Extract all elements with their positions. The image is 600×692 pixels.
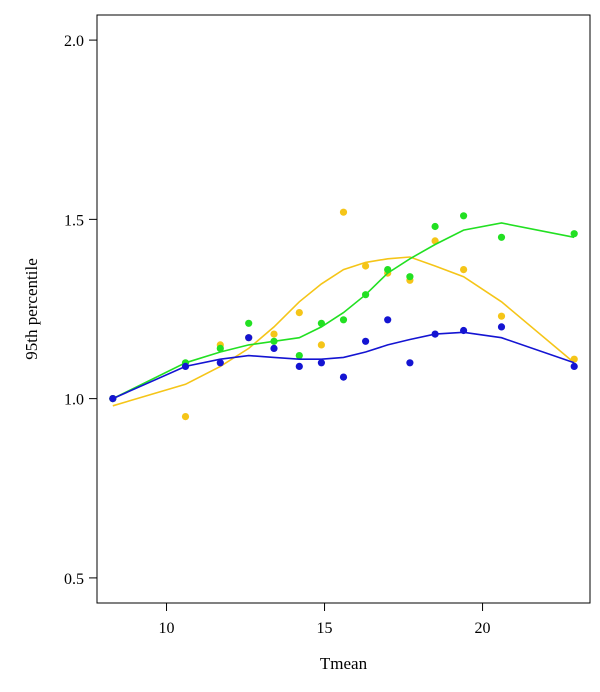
series-2-point-0: [109, 395, 117, 403]
series-1-point-11: [431, 222, 439, 231]
series-2-point-13: [497, 323, 506, 331]
series-0-point-8: [362, 262, 370, 270]
series-1-point-14: [570, 230, 578, 238]
series-2-point-2: [216, 359, 224, 367]
series-2-point-5: [295, 362, 303, 370]
series-2-point-11: [431, 330, 439, 338]
series-0-point-4: [270, 330, 278, 338]
series-1-point-4: [270, 337, 278, 345]
series-1-point-3: [245, 319, 253, 327]
series-2-point-6: [317, 359, 325, 367]
x-tick-label: 10: [159, 620, 175, 637]
y-tick-label: 1.0: [64, 392, 84, 409]
plot-frame: [96, 14, 591, 604]
series-2-point-7: [339, 373, 348, 381]
x-axis: 10 15 20: [159, 603, 491, 637]
series-2-point-9: [384, 316, 392, 324]
series-1-point-13: [497, 233, 506, 241]
y-axis-label: 95th percentile: [22, 258, 41, 360]
series-1-point-6: [317, 319, 325, 327]
series-0-point-1: [181, 413, 190, 421]
series-2-point-3: [245, 334, 253, 342]
series-0-point-7: [339, 208, 348, 216]
series-0-point-5: [295, 309, 303, 317]
y-tick-label: 2.0: [64, 33, 84, 50]
series-1-point-10: [406, 273, 414, 281]
series-1-point-9: [384, 266, 392, 274]
series-1-smooth-line: [112, 222, 575, 400]
series-0: [109, 208, 578, 421]
series-layer: [109, 208, 578, 421]
series-2: [109, 316, 578, 403]
series-2-point-12: [460, 326, 468, 335]
y-tick-label: 1.5: [64, 212, 84, 229]
series-2-point-14: [570, 362, 578, 370]
series-2-point-1: [181, 362, 190, 370]
series-2-point-4: [270, 344, 278, 352]
series-2-point-8: [362, 337, 370, 345]
series-0-smooth-line: [112, 256, 575, 407]
series-0-point-13: [497, 312, 506, 320]
series-1-point-5: [295, 352, 303, 360]
series-0-point-12: [460, 266, 468, 274]
series-0-point-14: [570, 355, 578, 363]
series-1-point-8: [362, 291, 370, 299]
series-2-point-10: [406, 359, 414, 367]
y-axis: 0.5 1.0 1.5 2.0: [64, 33, 97, 588]
x-axis-label: Tmean: [320, 654, 368, 673]
series-2-smooth-line: [112, 331, 575, 400]
x-tick-label: 15: [317, 620, 333, 637]
y-tick-label: 0.5: [64, 571, 84, 588]
series-1-point-12: [460, 212, 468, 220]
series-1-point-7: [339, 316, 348, 324]
x-tick-label: 20: [475, 620, 491, 637]
series-1-point-2: [216, 344, 224, 352]
series-0-point-6: [317, 341, 325, 349]
